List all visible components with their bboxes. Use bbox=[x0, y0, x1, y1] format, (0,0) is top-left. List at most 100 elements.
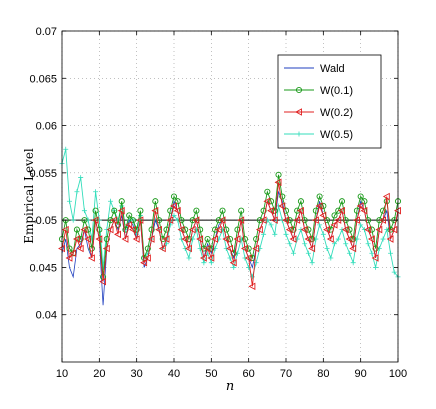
data-point-w-0-5 bbox=[208, 260, 214, 266]
data-point-w-0-1 bbox=[81, 217, 88, 224]
data-point-w-0-2 bbox=[136, 216, 144, 224]
data-point-w-0-2 bbox=[308, 244, 316, 253]
data-point-w-0-1 bbox=[309, 236, 316, 243]
data-point-w-0-2 bbox=[278, 202, 286, 210]
data-point-w-0-2 bbox=[248, 282, 256, 291]
data-point-w-0-1 bbox=[238, 207, 245, 214]
x-axis-label: n bbox=[226, 379, 234, 394]
data-point-w-0-2 bbox=[255, 225, 263, 234]
data-point-w-0-1 bbox=[357, 193, 364, 200]
series-group bbox=[58, 146, 402, 306]
data-point-w-0-1 bbox=[156, 217, 163, 224]
legend-label-w-0-5: W(0.5) bbox=[320, 129, 353, 141]
data-point-w-0-2 bbox=[304, 235, 312, 243]
data-point-w-0-2 bbox=[360, 206, 368, 215]
data-point-w-0-2 bbox=[311, 216, 319, 224]
data-point-w-0-2 bbox=[252, 244, 260, 253]
data-point-w-0-2 bbox=[147, 235, 155, 243]
data-point-w-0-2 bbox=[345, 235, 353, 243]
data-point-w-0-1 bbox=[286, 217, 293, 224]
data-point-w-0-2 bbox=[259, 216, 267, 224]
y-tick-label: 0.07 bbox=[36, 26, 57, 38]
data-point-w-0-1 bbox=[331, 212, 338, 219]
data-point-w-0-5 bbox=[358, 222, 364, 228]
y-axis-label: Empirical Level bbox=[22, 148, 36, 244]
data-point-w-0-1 bbox=[223, 226, 230, 233]
data-point-w-0-1 bbox=[144, 245, 151, 252]
data-point-w-0-2 bbox=[326, 235, 334, 243]
data-point-w-0-1 bbox=[372, 245, 379, 252]
data-point-w-0-1 bbox=[85, 226, 92, 233]
legend-entry-w-0-1: W(0.1) bbox=[284, 85, 353, 97]
data-point-w-0-5 bbox=[388, 250, 394, 256]
data-point-w-0-2 bbox=[319, 211, 327, 220]
data-point-w-0-1 bbox=[200, 245, 207, 252]
data-point-w-0-5 bbox=[317, 222, 323, 228]
data-point-w-0-2 bbox=[367, 235, 375, 243]
data-point-w-0-5 bbox=[365, 241, 371, 247]
data-point-w-0-1 bbox=[219, 207, 226, 214]
data-point-w-0-5 bbox=[85, 217, 91, 223]
data-point-w-0-1 bbox=[103, 236, 110, 243]
data-point-w-0-2 bbox=[330, 221, 338, 229]
data-point-w-0-2 bbox=[143, 254, 151, 262]
data-point-w-0-5 bbox=[354, 236, 360, 242]
data-point-w-0-5 bbox=[373, 264, 379, 270]
data-point-w-0-2 bbox=[117, 206, 125, 215]
data-point-w-0-2 bbox=[158, 244, 166, 253]
data-point-w-0-5 bbox=[320, 231, 326, 237]
legend-label-wald: Wald bbox=[320, 63, 345, 75]
data-point-w-0-2 bbox=[270, 216, 278, 224]
legend-label-w-0-1: W(0.1) bbox=[320, 85, 353, 97]
data-point-w-0-1 bbox=[380, 207, 387, 214]
data-point-w-0-1 bbox=[88, 245, 95, 252]
data-point-w-0-2 bbox=[240, 244, 248, 253]
data-point-w-0-2 bbox=[364, 225, 372, 234]
legend-box bbox=[277, 54, 382, 149]
data-point-w-0-1 bbox=[260, 207, 267, 214]
axis-ticks: 10 20 30 40 50 60 70 80 90 100 0.04 0.045 0.05 0.055 0… bbox=[29, 26, 407, 380]
series-line-w-0-2 bbox=[61, 182, 399, 287]
data-point-w-0-1 bbox=[137, 207, 144, 214]
legend-label-w-0-2: W(0.2) bbox=[320, 107, 353, 119]
data-point-w-0-2 bbox=[356, 202, 364, 210]
plot-frame bbox=[61, 30, 399, 363]
data-point-w-0-5 bbox=[313, 236, 319, 242]
data-point-w-0-1 bbox=[253, 236, 260, 243]
data-point-w-0-1 bbox=[174, 198, 181, 205]
data-point-w-0-1 bbox=[204, 236, 211, 243]
data-point-w-0-1 bbox=[234, 226, 241, 233]
data-point-w-0-5 bbox=[328, 255, 334, 261]
data-point-w-0-1 bbox=[182, 226, 189, 233]
data-point-w-0-1 bbox=[215, 217, 222, 224]
data-point-w-0-2 bbox=[121, 235, 129, 243]
data-point-w-0-1 bbox=[297, 198, 304, 205]
data-point-w-0-2 bbox=[282, 216, 289, 224]
data-point-w-0-1 bbox=[73, 226, 80, 233]
y-tick-label: 0.06 bbox=[36, 121, 57, 133]
series-line-w-0-1 bbox=[61, 174, 399, 277]
data-point-w-0-5 bbox=[272, 231, 278, 237]
data-point-w-0-2 bbox=[315, 202, 323, 210]
data-point-w-0-1 bbox=[163, 226, 170, 233]
data-point-w-0-5 bbox=[343, 241, 349, 247]
data-point-w-0-5 bbox=[332, 241, 338, 247]
data-point-w-0-1 bbox=[111, 207, 118, 214]
x-tick-label: 40 bbox=[168, 368, 180, 380]
data-point-w-0-2 bbox=[233, 235, 241, 243]
data-point-w-0-1 bbox=[279, 193, 286, 200]
data-point-w-0-1 bbox=[338, 198, 346, 205]
data-point-w-0-2 bbox=[181, 235, 189, 243]
data-point-w-0-1 bbox=[152, 198, 159, 205]
legend-marker-w-0-1 bbox=[295, 86, 303, 94]
data-point-w-0-2 bbox=[334, 216, 342, 224]
data-point-w-0-2 bbox=[132, 235, 140, 243]
data-point-w-0-1 bbox=[208, 245, 215, 252]
data-point-w-0-5 bbox=[227, 255, 233, 261]
data-point-w-0-2 bbox=[379, 216, 387, 224]
data-point-w-0-1 bbox=[350, 236, 357, 243]
data-point-w-0-1 bbox=[66, 245, 73, 252]
data-point-w-0-5 bbox=[268, 222, 274, 228]
data-point-w-0-1 bbox=[107, 217, 114, 224]
data-point-w-0-2 bbox=[184, 244, 192, 253]
